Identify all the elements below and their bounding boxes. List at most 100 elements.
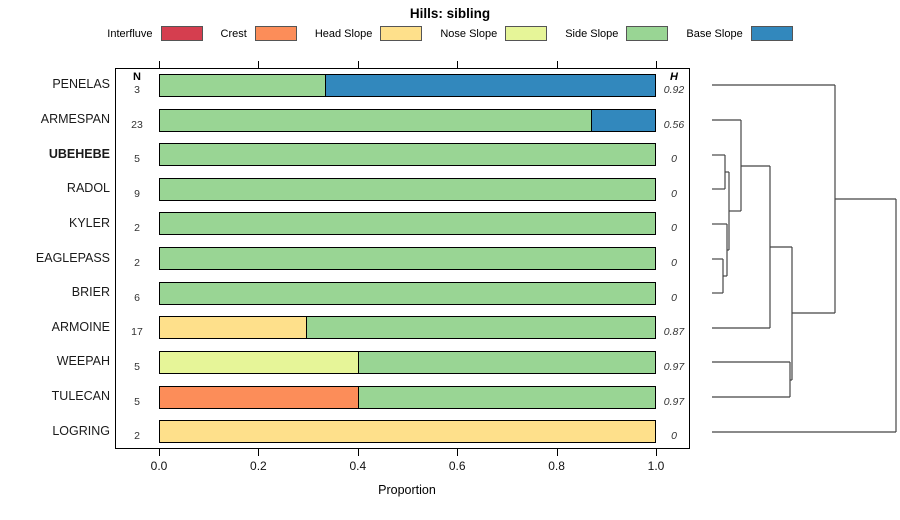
legend-swatch bbox=[380, 26, 423, 41]
bar-segment-side-slope bbox=[160, 109, 591, 131]
h-value: 0 bbox=[671, 153, 677, 166]
bar-segment-side-slope bbox=[160, 74, 325, 96]
legend-label: Base Slope bbox=[686, 27, 743, 40]
legend-swatch bbox=[626, 26, 669, 41]
axis-tick-bottom bbox=[556, 449, 558, 456]
h-value: 0 bbox=[671, 257, 677, 270]
axis-tick-top bbox=[457, 61, 459, 68]
bar-segment-side-slope bbox=[358, 351, 655, 373]
axis-tick-bottom bbox=[357, 449, 359, 456]
bar-segment-head-slope bbox=[160, 421, 655, 443]
legend-label: Crest bbox=[220, 27, 247, 40]
legend-item: Head Slope bbox=[315, 26, 423, 41]
n-value: 2 bbox=[134, 257, 140, 270]
row-label: LOGRING bbox=[52, 423, 110, 438]
plot-box bbox=[115, 68, 690, 449]
row-label: EAGLEPASS bbox=[35, 250, 110, 265]
axis-tick-label: 0.4 bbox=[349, 459, 367, 473]
x-axis-title: Proportion bbox=[378, 483, 436, 497]
axis-tick-bottom bbox=[258, 449, 260, 456]
stacked-bar bbox=[159, 385, 656, 409]
n-value: 5 bbox=[134, 395, 140, 408]
legend-item: Side Slope bbox=[565, 26, 669, 41]
chart-title: Hills: sibling bbox=[409, 6, 491, 21]
axis-tick-label: 1.0 bbox=[647, 459, 665, 473]
axis-tick-top bbox=[159, 61, 160, 68]
bar-segment-side-slope bbox=[305, 317, 655, 339]
row-label: UBEHEBE bbox=[48, 146, 110, 161]
legend-item: Crest bbox=[221, 26, 297, 41]
h-value: 0 bbox=[671, 222, 677, 235]
n-value: 23 bbox=[131, 118, 143, 131]
axis-tick-bottom bbox=[457, 449, 459, 456]
h-value: 0.97 bbox=[663, 360, 685, 373]
h-value: 0.56 bbox=[663, 118, 685, 131]
bar-segment-base-slope bbox=[324, 74, 655, 96]
stacked-bar bbox=[159, 420, 656, 444]
legend-swatch bbox=[254, 26, 297, 41]
h-value: 0.87 bbox=[663, 326, 685, 339]
stacked-bar bbox=[159, 212, 656, 236]
h-value: 0.97 bbox=[663, 395, 685, 408]
h-column-header: H bbox=[670, 71, 678, 83]
axis-tick-top bbox=[656, 61, 657, 68]
axis-tick-top bbox=[357, 61, 359, 68]
bar-segment-base-slope bbox=[590, 109, 655, 131]
axis-tick-label: 0.0 bbox=[150, 459, 168, 473]
bar-segment-crest bbox=[160, 386, 358, 408]
stacked-bar bbox=[159, 108, 656, 132]
legend-swatch bbox=[505, 26, 548, 41]
legend-label: Nose Slope bbox=[440, 27, 498, 40]
stacked-bar bbox=[159, 350, 656, 374]
legend-swatch bbox=[160, 26, 203, 41]
legend-label: Interfluve bbox=[107, 27, 153, 40]
n-column-header: N bbox=[133, 71, 141, 83]
axis-tick-top bbox=[556, 61, 558, 68]
stacked-bar bbox=[159, 73, 656, 97]
row-label: KYLER bbox=[69, 215, 110, 230]
n-value: 3 bbox=[134, 83, 140, 96]
bar-segment-side-slope bbox=[160, 248, 655, 270]
axis-tick-label: 0.8 bbox=[548, 459, 565, 473]
legend-label: Side Slope bbox=[565, 27, 619, 40]
bar-segment-head-slope bbox=[160, 317, 306, 339]
h-value: 0 bbox=[671, 430, 677, 443]
h-value: 0.92 bbox=[663, 83, 685, 96]
axis-tick-bottom bbox=[159, 449, 160, 456]
stacked-bar bbox=[159, 177, 656, 201]
legend-item: Nose Slope bbox=[440, 26, 548, 41]
row-label: WEEPAH bbox=[56, 354, 110, 369]
bar-segment-side-slope bbox=[160, 178, 655, 200]
axis-tick-label: 0.2 bbox=[250, 459, 267, 473]
bar-segment-side-slope bbox=[160, 144, 655, 166]
h-value: 0 bbox=[671, 291, 677, 304]
stacked-bar bbox=[159, 143, 656, 167]
axis-tick-top bbox=[258, 61, 260, 68]
legend: Interfluve Crest Head Slope Nose Slope Side … bbox=[0, 26, 900, 41]
bar-segment-nose-slope bbox=[160, 351, 358, 373]
bar-segment-side-slope bbox=[160, 213, 655, 235]
row-label: PENELAS bbox=[52, 77, 110, 92]
n-value: 9 bbox=[134, 187, 140, 200]
legend-item: Base Slope bbox=[686, 26, 793, 41]
legend-label: Head Slope bbox=[314, 27, 373, 40]
row-label: ARMESPAN bbox=[40, 112, 110, 127]
n-value: 6 bbox=[134, 291, 140, 304]
n-value: 17 bbox=[131, 326, 143, 339]
row-label: ARMOINE bbox=[51, 319, 110, 334]
row-label: BRIER bbox=[71, 285, 110, 300]
bar-segment-side-slope bbox=[160, 282, 655, 304]
stacked-bar bbox=[159, 316, 656, 340]
bar-segment-side-slope bbox=[358, 386, 655, 408]
n-value: 2 bbox=[134, 430, 140, 443]
row-label: RADOL bbox=[66, 181, 110, 196]
axis-tick-label: 0.6 bbox=[448, 459, 466, 473]
n-value: 5 bbox=[134, 360, 140, 373]
n-value: 5 bbox=[134, 153, 140, 166]
stacked-bar bbox=[159, 247, 656, 271]
row-label: TULECAN bbox=[51, 389, 110, 404]
legend-swatch bbox=[750, 26, 793, 41]
axis-tick-bottom bbox=[656, 449, 657, 456]
